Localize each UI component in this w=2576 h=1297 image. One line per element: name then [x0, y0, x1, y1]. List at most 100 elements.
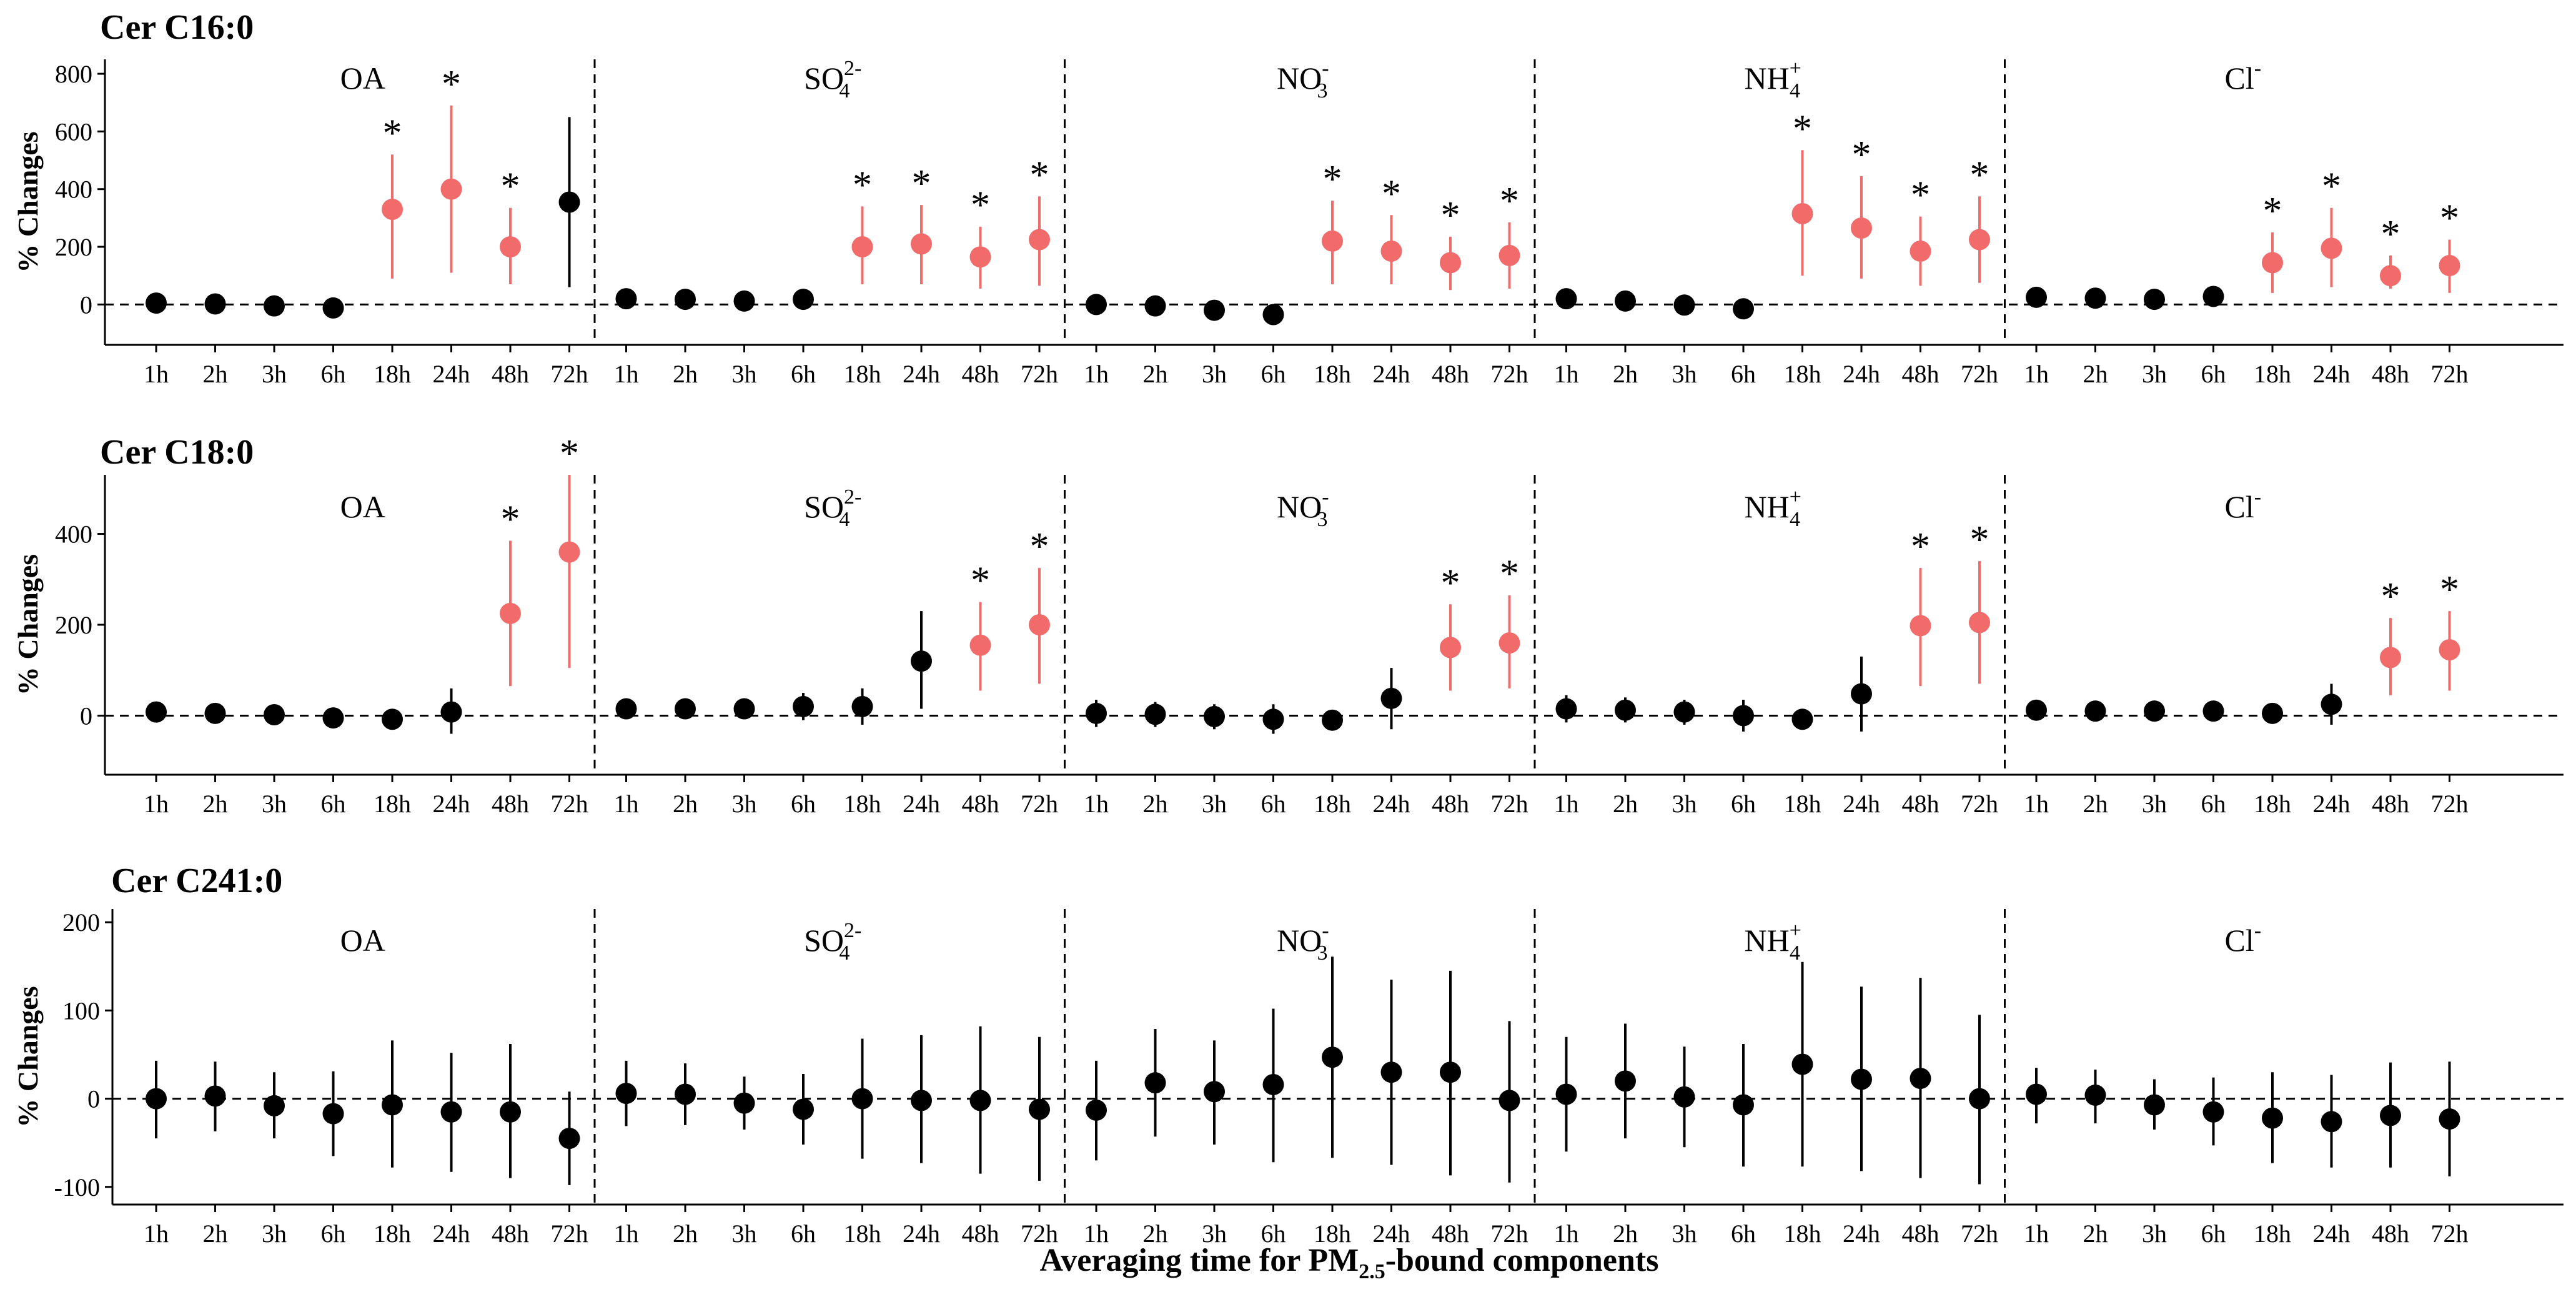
- data-point: [1499, 632, 1520, 654]
- x-tick-label: 18h: [374, 790, 411, 818]
- x-tick-label: 3h: [732, 1220, 757, 1248]
- x-tick-label: 48h: [1432, 360, 1469, 388]
- x-tick-label: 48h: [492, 790, 529, 818]
- x-tick-label: 48h: [1902, 360, 1939, 388]
- x-tick-label: 72h: [1491, 360, 1528, 388]
- data-point: [204, 293, 226, 315]
- data-point: [1791, 708, 1813, 730]
- x-axis-label-main: Averaging time for PM: [1040, 1243, 1359, 1278]
- x-tick-label: 2h: [2083, 360, 2108, 388]
- x-tick-label: 24h: [433, 360, 470, 388]
- data-point: [1733, 705, 1754, 727]
- x-tick-label: 24h: [1373, 360, 1410, 388]
- x-tick-label: 3h: [2142, 790, 2167, 818]
- data-point: [500, 236, 521, 258]
- data-point: [1910, 240, 1931, 262]
- y-tick-label: 800: [55, 60, 92, 88]
- significance-star: *: [2322, 166, 2341, 208]
- data-point: [322, 297, 344, 319]
- data-point: [1555, 288, 1577, 310]
- y-tick-label: 200: [62, 908, 100, 937]
- data-point: [1086, 702, 1107, 724]
- data-point: [1144, 1072, 1166, 1094]
- data-point: [500, 602, 521, 624]
- data-point: [2084, 700, 2106, 722]
- group-label: SO2-4: [804, 919, 861, 965]
- data-point: [615, 698, 637, 720]
- data-point: [1555, 1083, 1577, 1105]
- data-point: [2321, 1111, 2342, 1133]
- data-point: [2380, 265, 2401, 287]
- y-tick-label: 0: [80, 702, 92, 730]
- group-label: OA: [340, 489, 385, 524]
- x-tick-label: 48h: [1902, 1220, 1939, 1248]
- data-point: [440, 701, 462, 723]
- data-point: [2262, 1107, 2283, 1129]
- data-point: [1322, 230, 1343, 252]
- x-tick-label: 2h: [1143, 790, 1168, 818]
- y-axis-label: % Changes: [12, 131, 44, 272]
- significance-star: *: [501, 498, 520, 540]
- y-tick-label: 0: [80, 291, 92, 319]
- data-point: [1673, 294, 1695, 316]
- significance-star: *: [971, 184, 990, 227]
- x-tick-label: 1h: [2024, 360, 2049, 388]
- x-tick-label: 3h: [1672, 790, 1697, 818]
- panels: Cer C16:0 % Changes 0 200 400 600 800 OA SO2-4 NO…: [12, 8, 2564, 1248]
- data-point: [675, 289, 696, 311]
- x-tick-label: 2h: [203, 790, 228, 818]
- group-label: OA: [340, 923, 385, 958]
- data-point: [851, 1088, 873, 1110]
- x-tick-label: 72h: [1021, 790, 1058, 818]
- x-tick-label: 18h: [844, 1220, 881, 1248]
- x-tick-label: 2h: [1613, 790, 1638, 818]
- significance-star: *: [2381, 575, 2400, 618]
- y-tick-label: 400: [55, 520, 92, 549]
- data-point: [851, 236, 873, 258]
- x-tick-label: 6h: [1261, 360, 1286, 388]
- x-tick-label: 48h: [2372, 790, 2409, 818]
- data-point: [969, 634, 991, 656]
- x-tick-label: 18h: [374, 360, 411, 388]
- data-point: [322, 1103, 344, 1125]
- x-tick-label: 18h: [374, 1220, 411, 1248]
- data-point: [440, 178, 462, 200]
- x-tick-label: 6h: [1261, 790, 1286, 818]
- data-point: [440, 1101, 462, 1123]
- x-tick-label: 6h: [791, 1220, 816, 1248]
- data-point: [2026, 286, 2047, 308]
- data-point: [264, 704, 285, 725]
- x-tick-label: 1h: [1084, 1220, 1109, 1248]
- group-label: NH+ 4: [1745, 919, 1801, 965]
- data-point: [615, 1083, 637, 1105]
- x-tick-label: 18h: [844, 360, 881, 388]
- significance-star: *: [1441, 562, 1460, 604]
- x-tick-label: 2h: [673, 790, 698, 818]
- y-tick-label: -100: [54, 1173, 100, 1201]
- x-tick-label: 6h: [2201, 790, 2226, 818]
- significance-star: *: [1793, 107, 1812, 150]
- significance-star: *: [560, 432, 579, 475]
- x-tick-label: 1h: [144, 790, 169, 818]
- significance-star: *: [1030, 525, 1049, 568]
- data-point: [1555, 698, 1577, 720]
- data-point: [1615, 699, 1636, 721]
- x-tick-label: 48h: [1902, 790, 1939, 818]
- x-tick-label: 2h: [673, 1220, 698, 1248]
- x-tick-label: 1h: [2024, 790, 2049, 818]
- data-point: [382, 708, 403, 730]
- data-point: [2144, 1094, 2165, 1116]
- data-point: [204, 1085, 226, 1107]
- significance-star: *: [2440, 197, 2459, 240]
- data-point: [382, 199, 403, 221]
- x-tick-label: 18h: [2254, 790, 2291, 818]
- x-tick-label: 1h: [1084, 790, 1109, 818]
- data-point: [2380, 647, 2401, 668]
- data-point: [2084, 1084, 2106, 1106]
- data-point: [1969, 612, 1990, 634]
- x-tick-label: 72h: [1491, 1220, 1528, 1248]
- data-point: [2380, 1105, 2401, 1126]
- x-tick-label: 72h: [551, 1220, 588, 1248]
- data-point: [558, 191, 580, 213]
- data-point: [500, 1101, 521, 1123]
